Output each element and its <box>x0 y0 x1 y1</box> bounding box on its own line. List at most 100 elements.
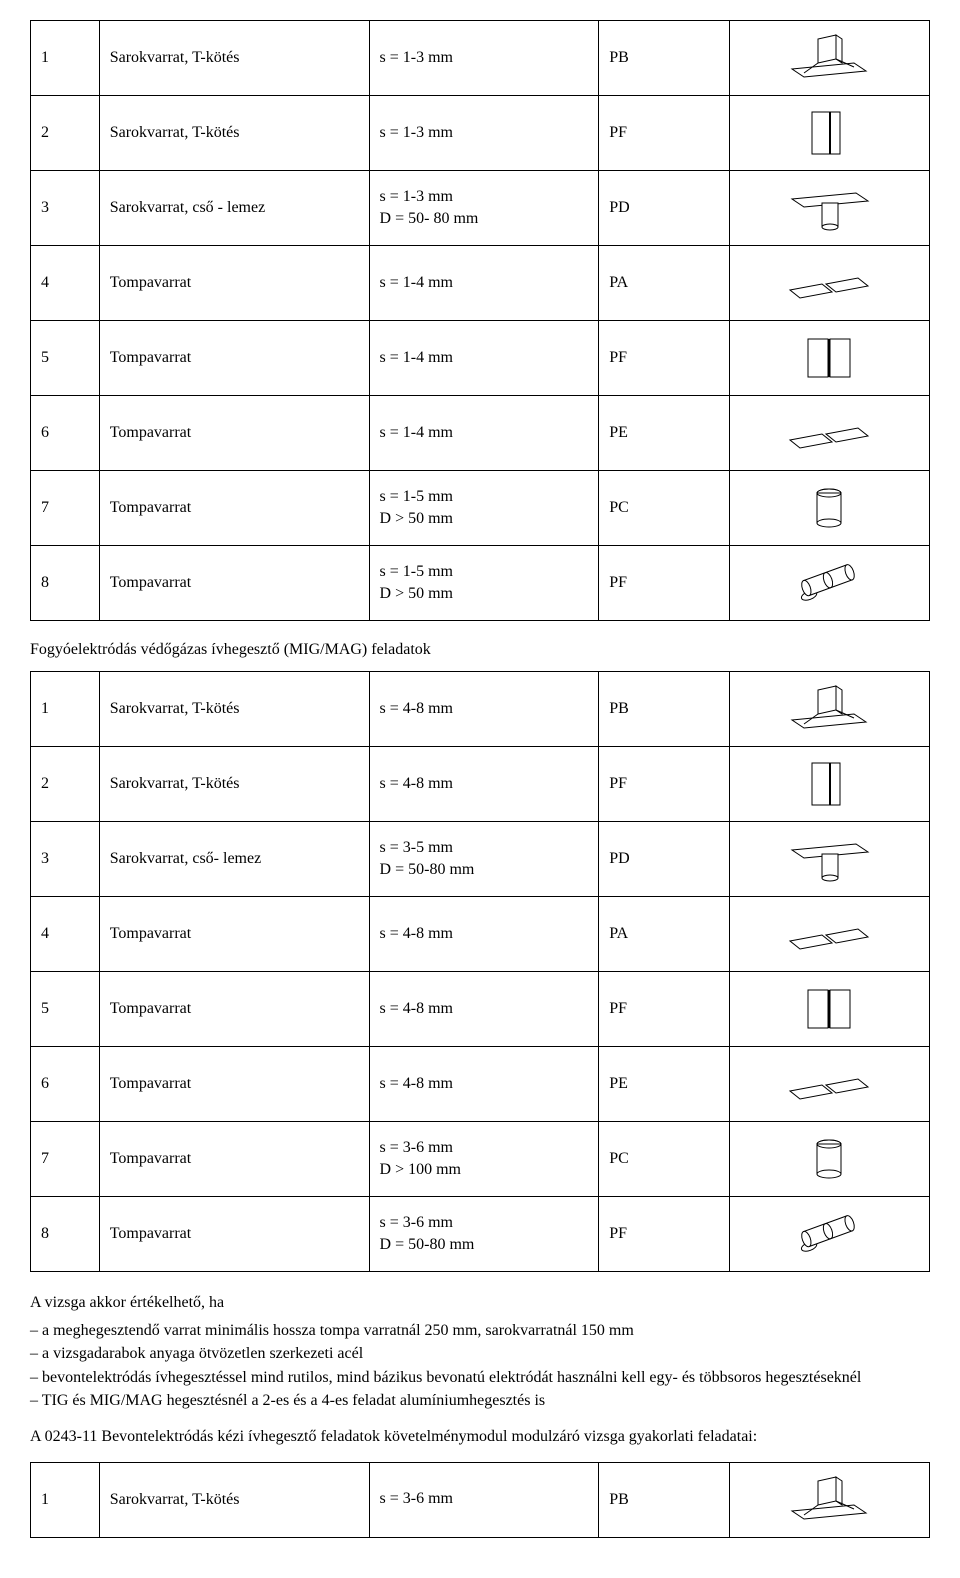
position-code: PA <box>599 246 729 321</box>
spec-cell: s = 3-6 mmD = 50-80 mm <box>369 1197 599 1272</box>
table-row: 4Tompavarrats = 4-8 mmPA <box>31 897 930 972</box>
joint-name: Tompavarrat <box>99 396 369 471</box>
joint-name: Tompavarrat <box>99 1047 369 1122</box>
row-number: 6 <box>31 396 100 471</box>
joint-name: Sarokvarrat, T-kötés <box>99 672 369 747</box>
row-number: 3 <box>31 171 100 246</box>
joint-name: Sarokvarrat, T-kötés <box>99 747 369 822</box>
spec-cell: s = 3-6 mmD > 100 mm <box>369 1122 599 1197</box>
spec-cell: s = 1-4 mm <box>369 396 599 471</box>
position-code: PF <box>599 546 729 621</box>
position-code: PF <box>599 96 729 171</box>
row-number: 6 <box>31 1047 100 1122</box>
joint-name: Tompavarrat <box>99 972 369 1047</box>
joint-name: Tompavarrat <box>99 546 369 621</box>
row-number: 3 <box>31 822 100 897</box>
row-number: 7 <box>31 1122 100 1197</box>
table-row: 2Sarokvarrat, T-kötéss = 4-8 mmPF <box>31 747 930 822</box>
t-flat-icon <box>729 672 929 747</box>
position-code: PB <box>599 1462 729 1537</box>
table-row: 7Tompavarrats = 3-6 mmD > 100 mmPC <box>31 1122 930 1197</box>
position-code: PD <box>599 822 729 897</box>
welding-table-3: 1Sarokvarrat, T-kötéss = 3-6 mmPB <box>30 1462 930 1538</box>
evaluation-intro: A vizsga akkor értékelhető, ha <box>30 1294 224 1311</box>
welding-table-1: 1Sarokvarrat, T-kötéss = 1-3 mmPB2Sarokv… <box>30 20 930 621</box>
table-row: 2Sarokvarrat, T-kötéss = 1-3 mmPF <box>31 96 930 171</box>
position-code: PF <box>599 321 729 396</box>
table-row: 6Tompavarrats = 4-8 mmPE <box>31 1047 930 1122</box>
joint-name: Sarokvarrat, T-kötés <box>99 1462 369 1537</box>
row-number: 8 <box>31 546 100 621</box>
spec-cell: s = 1-3 mm <box>369 21 599 96</box>
spec-cell: s = 4-8 mm <box>369 672 599 747</box>
butt-vert-icon <box>729 321 929 396</box>
table-row: 5Tompavarrats = 1-4 mmPF <box>31 321 930 396</box>
butt-flat-icon <box>729 246 929 321</box>
spec-cell: s = 1-5 mmD > 50 mm <box>369 471 599 546</box>
joint-name: Sarokvarrat, cső- lemez <box>99 822 369 897</box>
row-number: 5 <box>31 321 100 396</box>
list-item: a vizsgadarabok anyaga ötvözetlen szerke… <box>30 1343 930 1365</box>
pipe-plate-icon <box>729 171 929 246</box>
spec-cell: s = 4-8 mm <box>369 972 599 1047</box>
butt-flat-icon <box>729 897 929 972</box>
table-row: 1Sarokvarrat, T-kötéss = 4-8 mmPB <box>31 672 930 747</box>
row-number: 1 <box>31 672 100 747</box>
pipe-double-icon <box>729 1197 929 1272</box>
row-number: 4 <box>31 246 100 321</box>
t-flat-icon <box>729 21 929 96</box>
pipe-plate-icon <box>729 822 929 897</box>
list-item: bevontelektródás ívhegesztéssel mind rut… <box>30 1367 930 1389</box>
table-row: 5Tompavarrats = 4-8 mmPF <box>31 972 930 1047</box>
joint-name: Tompavarrat <box>99 1122 369 1197</box>
t-flat-icon <box>729 1462 929 1537</box>
joint-name: Tompavarrat <box>99 471 369 546</box>
row-number: 8 <box>31 1197 100 1272</box>
table-row: 8Tompavarrats = 3-6 mmD = 50-80 mmPF <box>31 1197 930 1272</box>
position-code: PA <box>599 897 729 972</box>
t-vert-icon <box>729 96 929 171</box>
spec-cell: s = 3-5 mmD = 50-80 mm <box>369 822 599 897</box>
welding-table-1-body: 1Sarokvarrat, T-kötéss = 1-3 mmPB2Sarokv… <box>31 21 930 621</box>
butt-flat-icon <box>729 396 929 471</box>
row-number: 1 <box>31 1462 100 1537</box>
position-code: PB <box>599 21 729 96</box>
pipe-double-icon <box>729 546 929 621</box>
t-vert-icon <box>729 747 929 822</box>
table-row: 1Sarokvarrat, T-kötéss = 1-3 mmPB <box>31 21 930 96</box>
position-code: PC <box>599 1122 729 1197</box>
joint-name: Sarokvarrat, cső - lemez <box>99 171 369 246</box>
spec-cell: s = 3-6 mm <box>369 1462 599 1537</box>
spec-cell: s = 1-3 mm <box>369 96 599 171</box>
spec-cell: s = 1-4 mm <box>369 246 599 321</box>
table-row: 3Sarokvarrat, cső- lemezs = 3-5 mmD = 50… <box>31 822 930 897</box>
position-code: PF <box>599 972 729 1047</box>
evaluation-list: a meghegesztendő varrat minimális hossza… <box>30 1320 930 1412</box>
position-code: PD <box>599 171 729 246</box>
joint-name: Sarokvarrat, T-kötés <box>99 96 369 171</box>
spec-cell: s = 4-8 mm <box>369 747 599 822</box>
welding-table-2: 1Sarokvarrat, T-kötéss = 4-8 mmPB2Sarokv… <box>30 671 930 1272</box>
position-code: PE <box>599 1047 729 1122</box>
joint-name: Tompavarrat <box>99 897 369 972</box>
joint-name: Tompavarrat <box>99 321 369 396</box>
table-row: 7Tompavarrats = 1-5 mmD > 50 mmPC <box>31 471 930 546</box>
butt-vert-icon <box>729 972 929 1047</box>
table-row: 3Sarokvarrat, cső - lemezs = 1-3 mmD = 5… <box>31 171 930 246</box>
row-number: 2 <box>31 747 100 822</box>
evaluation-text: A vizsga akkor értékelhető, ha a meghege… <box>30 1292 930 1412</box>
spec-cell: s = 1-5 mmD > 50 mm <box>369 546 599 621</box>
spec-cell: s = 4-8 mm <box>369 897 599 972</box>
joint-name: Tompavarrat <box>99 1197 369 1272</box>
row-number: 4 <box>31 897 100 972</box>
list-item: a meghegesztendő varrat minimális hossza… <box>30 1320 930 1342</box>
spec-cell: s = 4-8 mm <box>369 1047 599 1122</box>
welding-table-3-body: 1Sarokvarrat, T-kötéss = 3-6 mmPB <box>31 1462 930 1537</box>
row-number: 2 <box>31 96 100 171</box>
module-paragraph: A 0243-11 Bevontelektródás kézi ívhegesz… <box>30 1426 930 1448</box>
row-number: 5 <box>31 972 100 1047</box>
position-code: PB <box>599 672 729 747</box>
position-code: PF <box>599 747 729 822</box>
table-row: 4Tompavarrats = 1-4 mmPA <box>31 246 930 321</box>
table-row: 6Tompavarrats = 1-4 mmPE <box>31 396 930 471</box>
